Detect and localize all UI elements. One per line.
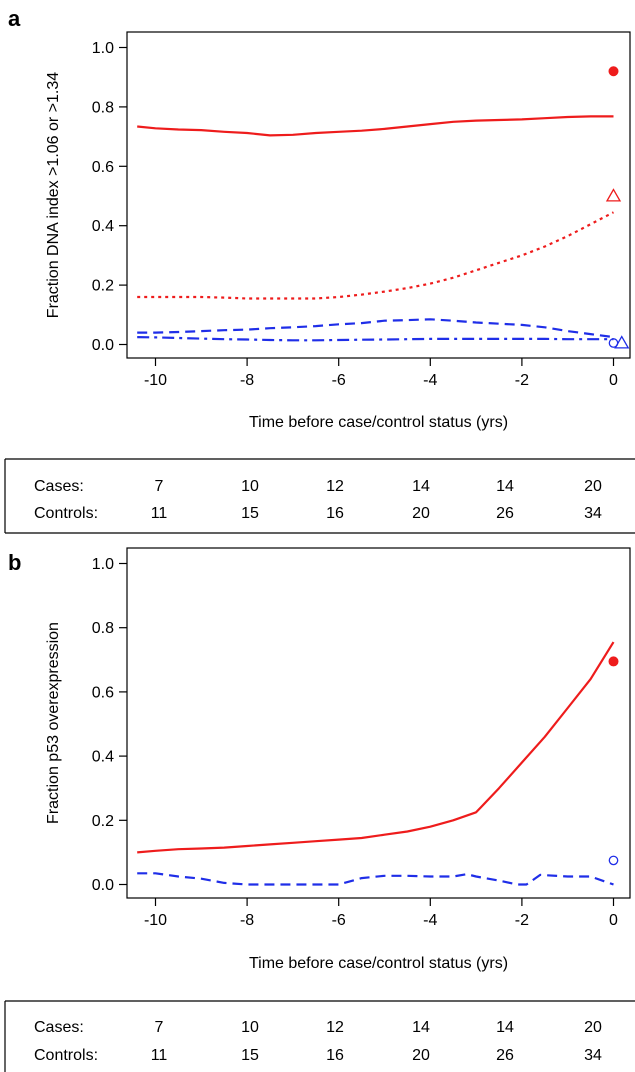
point-open-triangle (605, 188, 622, 202)
table-cell: 11 (151, 505, 168, 522)
table-cell: 7 (155, 1019, 164, 1036)
series-line-dashed (137, 872, 614, 886)
x-tick-label: -6 (332, 912, 346, 929)
x-tick-label: -8 (240, 372, 254, 389)
table-cell: 20 (412, 505, 430, 522)
plot-frame (126, 547, 631, 899)
table-cell: 12 (326, 478, 344, 495)
table-cell: 16 (326, 1047, 344, 1064)
table-row-label: Controls: (34, 1047, 98, 1064)
y-tick-label: 0.0 (92, 877, 114, 894)
table-cell: 14 (496, 1019, 514, 1036)
table-cell: 26 (496, 1047, 514, 1064)
table-cell: 15 (241, 1047, 259, 1064)
y-tick-label: 0.8 (92, 99, 114, 116)
x-tick-label: -6 (332, 372, 346, 389)
x-tick-label: -8 (240, 912, 254, 929)
x-tick-label: -4 (423, 912, 437, 929)
series-line-dashed (137, 318, 614, 339)
table-row-label: Cases: (34, 1019, 84, 1036)
x-tick-label: -2 (515, 372, 529, 389)
table-cell: 15 (241, 505, 259, 522)
y-axis-label: Fraction DNA index >1.06 or >1.34 (45, 72, 62, 318)
y-tick-label: 0.4 (92, 749, 114, 766)
table-row-label: Controls: (34, 505, 98, 522)
y-tick-label: 0.0 (92, 337, 114, 354)
table-cell: 12 (326, 1019, 344, 1036)
y-tick-label: 0.6 (92, 684, 114, 701)
series-line-solid (137, 641, 615, 854)
y-tick-label: 0.2 (92, 278, 114, 295)
point-filled-circle (608, 656, 619, 667)
table-cell: 20 (584, 1019, 602, 1036)
x-axis-label: Time before case/control status (yrs) (249, 955, 508, 972)
table-cell: 11 (151, 1047, 168, 1064)
point-filled-circle (608, 66, 619, 77)
table-cell: 34 (584, 1047, 602, 1064)
point-open-triangle (614, 335, 630, 349)
table-cell: 10 (241, 478, 259, 495)
x-tick-label: -4 (423, 372, 437, 389)
point-open-circle (608, 855, 619, 866)
table-cell: 16 (326, 505, 344, 522)
table-cell: 10 (241, 1019, 259, 1036)
y-tick-label: 0.2 (92, 813, 114, 830)
table-row-label: Cases: (34, 478, 84, 495)
y-tick-label: 1.0 (92, 40, 114, 57)
y-tick-label: 1.0 (92, 556, 114, 573)
x-tick-label: -10 (144, 912, 167, 929)
panel-letter-b: b (8, 550, 21, 575)
x-tick-label: 0 (609, 372, 618, 389)
x-tick-label: 0 (609, 912, 618, 929)
x-axis-label: Time before case/control status (yrs) (249, 414, 508, 431)
panel-letter-a: a (8, 6, 21, 31)
table-cell: 14 (496, 478, 514, 495)
series-line-solid (137, 115, 614, 137)
x-tick-label: -2 (515, 912, 529, 929)
y-tick-label: 0.4 (92, 218, 114, 235)
y-tick-label: 0.8 (92, 620, 114, 637)
series-line-dashdot (137, 336, 614, 342)
table-cell: 7 (155, 478, 164, 495)
y-axis-label: Fraction p53 overexpression (45, 622, 62, 824)
table-cell: 26 (496, 505, 514, 522)
plot-frame (126, 31, 631, 359)
y-tick-label: 0.6 (92, 159, 114, 176)
table-cell: 14 (412, 1019, 430, 1036)
table-cell: 20 (584, 478, 602, 495)
table-cell: 34 (584, 505, 602, 522)
x-tick-label: -10 (144, 372, 167, 389)
table-cell: 14 (412, 478, 430, 495)
table-cell: 20 (412, 1047, 430, 1064)
series-line-dotted (137, 211, 615, 300)
